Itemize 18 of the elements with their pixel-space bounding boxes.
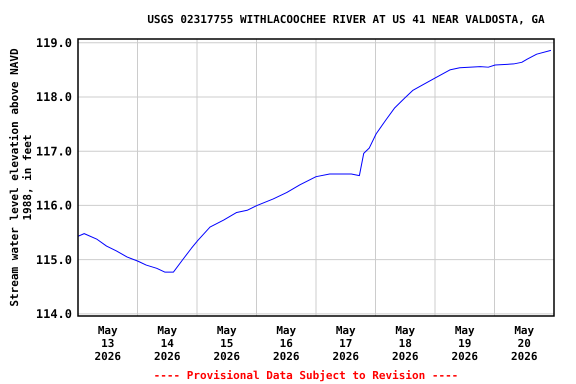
- y-tick-label: 117.0: [36, 144, 72, 158]
- text: ---- Provisional Data Subject to Revision ----: [154, 369, 458, 382]
- x-tick-label: May 13 2026: [94, 324, 122, 363]
- x-tick-label: May 20 2026: [511, 324, 538, 363]
- x-tick-label: May 18 2026: [392, 324, 419, 363]
- x-tick-label: May 15 2026: [214, 324, 240, 363]
- x-tick-label: May 14 2026: [154, 324, 181, 363]
- y-tick-label: 116.0: [36, 198, 72, 213]
- y-tick-label: 118.0: [36, 90, 72, 104]
- x-tick-label: May 19 2026: [452, 324, 478, 363]
- x-tick-label: May 16 2026: [273, 324, 300, 363]
- x-tick-label: May 17 2026: [332, 324, 360, 363]
- y-axis-title: Stream water level elevation above NAVD 1988, in feet: [8, 48, 34, 307]
- y-tick-label: 115.0: [36, 252, 72, 267]
- y-tick-label: 119.0: [36, 36, 72, 50]
- line-series: [78, 50, 552, 273]
- chart-title: USGS 02317755 WITHLACOOCHEE RIVER AT US 41 NEAR VALDOSTA, GA: [147, 13, 546, 26]
- y-tick-label: 114.0: [36, 307, 72, 322]
